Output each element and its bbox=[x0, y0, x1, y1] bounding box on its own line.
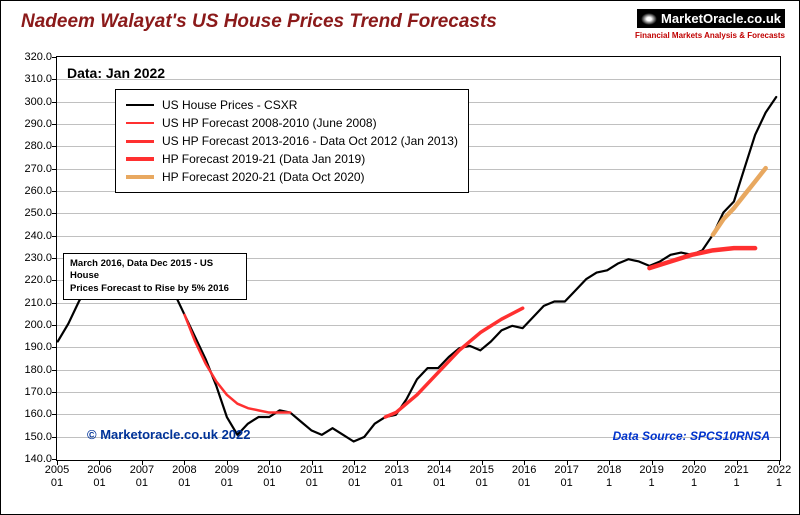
legend-item: HP Forecast 2019-21 (Data Jan 2019) bbox=[126, 150, 458, 168]
xlabel: 201701 bbox=[554, 460, 578, 490]
xlabel: 20221 bbox=[767, 460, 791, 490]
series-fc-2008-2010 bbox=[185, 315, 291, 413]
xlabel: 201501 bbox=[469, 460, 493, 490]
ylabel: 180.0 bbox=[24, 364, 57, 376]
legend-swatch bbox=[126, 122, 154, 124]
xlabel: 200801 bbox=[172, 460, 196, 490]
note-line2: Prices Forecast to Rise by 5% 2016 bbox=[70, 283, 240, 295]
legend-label: US House Prices - CSXR bbox=[162, 98, 297, 112]
ylabel: 240.0 bbox=[24, 230, 57, 242]
legend-swatch bbox=[126, 104, 154, 106]
xlabel: 200501 bbox=[45, 460, 69, 490]
ylabel: 220.0 bbox=[24, 274, 57, 286]
legend-swatch bbox=[126, 140, 154, 143]
legend-label: US HP Forecast 2008-2010 (June 2008) bbox=[162, 116, 377, 130]
xlabel: 200601 bbox=[87, 460, 111, 490]
xlabel: 200701 bbox=[130, 460, 154, 490]
ylabel: 250.0 bbox=[24, 207, 57, 219]
xlabel: 201301 bbox=[385, 460, 409, 490]
xlabel: 20201 bbox=[682, 460, 706, 490]
data-as-of-label: Data: Jan 2022 bbox=[67, 65, 165, 81]
legend-box: US House Prices - CSXR US HP Forecast 200… bbox=[115, 89, 469, 193]
legend-item: US HP Forecast 2013-2016 - Data Oct 2012… bbox=[126, 132, 458, 150]
legend-item: US HP Forecast 2008-2010 (June 2008) bbox=[126, 114, 458, 132]
annotation-note: March 2016, Data Dec 2015 - US House Pri… bbox=[63, 253, 247, 300]
logo-text: MarketOracle.co.uk bbox=[661, 11, 781, 26]
ylabel: 280.0 bbox=[24, 140, 57, 152]
legend-swatch bbox=[126, 157, 154, 161]
ylabel: 190.0 bbox=[24, 341, 57, 353]
legend-item: HP Forecast 2020-21 (Data Oct 2020) bbox=[126, 168, 458, 186]
logo-badge: MarketOracle.co.uk bbox=[637, 9, 785, 28]
xlabel: 20181 bbox=[597, 460, 621, 490]
legend-swatch bbox=[126, 175, 154, 179]
note-line1: March 2016, Data Dec 2015 - US House bbox=[70, 258, 240, 283]
xlabel: 20211 bbox=[724, 460, 748, 490]
legend-label: HP Forecast 2019-21 (Data Jan 2019) bbox=[162, 152, 365, 166]
ylabel: 170.0 bbox=[24, 386, 57, 398]
ylabel: 160.0 bbox=[24, 408, 57, 420]
xlabel: 201001 bbox=[257, 460, 281, 490]
data-source-label: Data Source: SPCS10RNSA bbox=[613, 429, 770, 443]
oracle-eye-icon bbox=[641, 13, 657, 25]
copyright-label: © Marketoracle.co.uk 2022 bbox=[87, 427, 251, 442]
legend-item: US House Prices - CSXR bbox=[126, 96, 458, 114]
chart-title: Nadeem Walayat's US House Prices Trend F… bbox=[21, 11, 497, 33]
chart-container: Nadeem Walayat's US House Prices Trend F… bbox=[0, 0, 800, 515]
logo-subtitle: Financial Markets Analysis & Forecasts bbox=[635, 31, 785, 40]
xlabel: 201401 bbox=[427, 460, 451, 490]
xlabel: 201201 bbox=[342, 460, 366, 490]
ylabel: 290.0 bbox=[24, 118, 57, 130]
ylabel: 300.0 bbox=[24, 96, 57, 108]
ylabel: 310.0 bbox=[24, 73, 57, 85]
ylabel: 200.0 bbox=[24, 319, 57, 331]
logo-block: MarketOracle.co.uk Financial Markets Ana… bbox=[635, 9, 785, 40]
ylabel: 150.0 bbox=[24, 431, 57, 443]
legend-label: HP Forecast 2020-21 (Data Oct 2020) bbox=[162, 170, 365, 184]
legend-label: US HP Forecast 2013-2016 - Data Oct 2012… bbox=[162, 134, 458, 148]
ylabel: 210.0 bbox=[24, 297, 57, 309]
ylabel: 230.0 bbox=[24, 252, 57, 264]
xlabel: 201601 bbox=[512, 460, 536, 490]
xlabel: 200901 bbox=[215, 460, 239, 490]
plot-area: Data: Jan 2022 US House Prices - CSXRUS … bbox=[56, 56, 781, 461]
ylabel: 320.0 bbox=[24, 51, 57, 63]
ylabel: 260.0 bbox=[24, 185, 57, 197]
series-fc-2020-21 bbox=[713, 168, 766, 235]
xlabel: 201101 bbox=[300, 460, 324, 490]
xlabel: 20191 bbox=[639, 460, 663, 490]
ylabel: 270.0 bbox=[24, 163, 57, 175]
